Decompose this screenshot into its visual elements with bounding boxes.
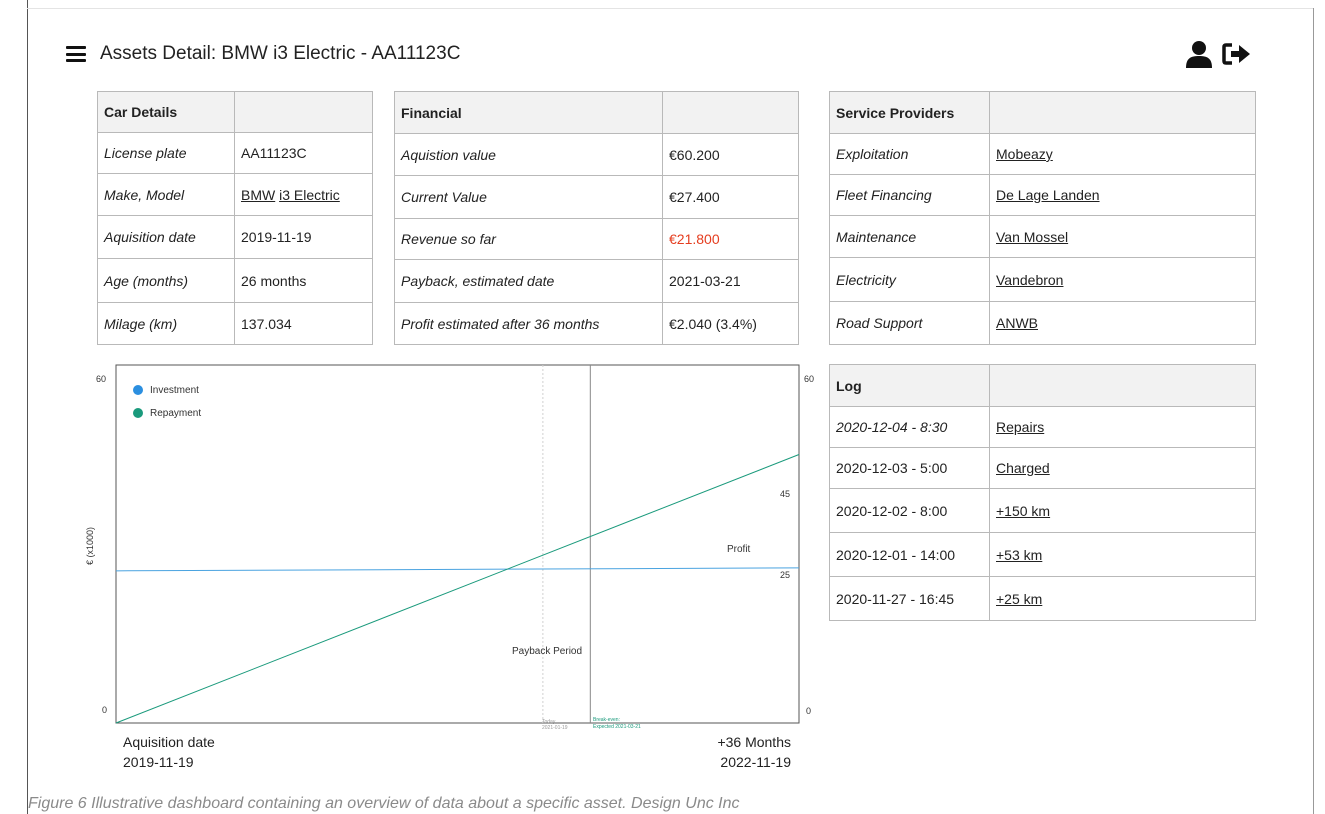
revenue-label: Revenue so far (394, 218, 663, 260)
financial-heading-blank (662, 91, 799, 134)
x-end-date: 2022-11-19 (720, 754, 791, 770)
mileage-label: Milage (km) (97, 302, 235, 345)
fleet-financing-label: Fleet Financing (829, 174, 990, 216)
frame-right-border (1313, 8, 1314, 814)
log-time: 2020-11-27 - 16:45 (829, 576, 990, 621)
page-title: Assets Detail: BMW i3 Electric - AA11123… (100, 43, 461, 64)
user-icon[interactable] (1186, 40, 1212, 68)
today-date: 2021-01-19 (542, 725, 568, 731)
log-table: Log 2020-12-04 - 8:30 Repairs 2020-12-03… (829, 364, 1256, 621)
payback-chart: 60 0 60 45 25 0 € (x1000) Investment Rep… (80, 360, 830, 780)
plot-area (115, 364, 800, 724)
legend-repayment-label: Repayment (150, 408, 201, 419)
y-tick-left-bottom: 0 (102, 705, 107, 715)
investment-series-line (115, 567, 800, 572)
make-link[interactable]: BMW (241, 186, 276, 203)
profit-estimate-label: Profit estimated after 36 months (394, 302, 663, 345)
payback-period-annotation: Payback Period (512, 646, 582, 657)
legend-repayment-dot (133, 408, 143, 418)
service-providers-table: Service Providers Exploitation Mobeazy F… (829, 91, 1256, 345)
car-details-table: Car Details License plate AA11123C Make,… (97, 91, 373, 345)
log-event-link[interactable]: Charged (996, 460, 1050, 476)
make-model-label: Make, Model (97, 173, 235, 216)
make-model-value: BMW i3 Electric (234, 173, 373, 216)
x-start-label: Aquisition date (123, 734, 215, 750)
financial-heading: Financial (394, 91, 663, 134)
log-time: 2020-12-03 - 5:00 (829, 447, 990, 489)
hamburger-menu-icon[interactable] (66, 46, 86, 62)
current-value: €27.400 (662, 175, 799, 219)
service-providers-heading-blank (989, 91, 1256, 134)
log-heading: Log (829, 364, 990, 407)
fleet-financing-link[interactable]: De Lage Landen (996, 187, 1100, 203)
financial-table: Financial Aquistion value €60.200 Curren… (394, 91, 799, 345)
license-plate-value: AA11123C (234, 132, 373, 174)
breakeven-date: Expected 2021-03-21 (593, 724, 641, 730)
road-support-link[interactable]: ANWB (996, 315, 1038, 331)
legend-investment-label: Investment (150, 385, 199, 396)
log-event-link[interactable]: +25 km (996, 590, 1043, 607)
sign-out-icon[interactable] (1222, 42, 1252, 66)
road-support-label: Road Support (829, 301, 990, 345)
age-label: Age (months) (97, 258, 235, 303)
y-tick-right-top: 60 (804, 374, 814, 384)
log-event-link[interactable]: Repairs (996, 419, 1045, 435)
exploitation-link[interactable]: Mobeazy (996, 146, 1053, 162)
profit-estimate-value: €2.040 (3.4%) (662, 302, 799, 345)
mileage-value: 137.034 (234, 302, 373, 345)
age-value: 26 months (234, 258, 373, 303)
model-link[interactable]: i3 Electric (279, 186, 340, 203)
y-tick-left-top: 60 (96, 374, 106, 384)
current-value-label: Current Value (394, 175, 663, 219)
service-providers-heading: Service Providers (829, 91, 990, 134)
y-tick-right-bottom: 0 (806, 706, 811, 716)
license-plate-label: License plate (97, 132, 235, 174)
revenue-value: €21.800 (662, 218, 799, 260)
payback-date-label: Payback, estimated date (394, 259, 663, 303)
maintenance-label: Maintenance (829, 215, 990, 258)
header-actions (1186, 40, 1252, 68)
frame-top-border (27, 8, 1314, 9)
acquisition-value: €60.200 (662, 133, 799, 176)
repayment-series-line (115, 454, 800, 724)
car-details-heading: Car Details (97, 91, 235, 133)
y-tick-right-25: 25 (780, 570, 790, 580)
payback-date-value: 2021-03-21 (662, 259, 799, 303)
car-details-heading-blank (234, 91, 373, 133)
page-header: Assets Detail: BMW i3 Electric - AA11123… (66, 40, 460, 68)
legend-investment-dot (133, 385, 143, 395)
maintenance-link[interactable]: Van Mossel (996, 228, 1069, 245)
payback-chart-svg: 60 0 60 45 25 0 € (x1000) Investment Rep… (85, 364, 814, 770)
acquisition-value-label: Aquistion value (394, 133, 663, 176)
acquisition-date-value: 2019-11-19 (234, 215, 373, 259)
log-time: 2020-12-04 - 8:30 (829, 406, 990, 448)
exploitation-label: Exploitation (829, 133, 990, 175)
breakeven-label: Break-even: (593, 717, 620, 723)
profit-annotation: Profit (727, 544, 751, 555)
frame-left-border (27, 0, 28, 814)
y-tick-right-45: 45 (780, 489, 790, 499)
y-axis-label: € (x1000) (85, 527, 95, 565)
x-end-label: +36 Months (717, 734, 791, 750)
electricity-label: Electricity (829, 257, 990, 302)
log-time: 2020-12-01 - 14:00 (829, 532, 990, 577)
x-start-date: 2019-11-19 (123, 754, 194, 770)
log-heading-blank (989, 364, 1256, 407)
today-label: Today (542, 719, 556, 725)
figure-caption: Figure 6 Illustrative dashboard containi… (28, 795, 740, 812)
log-time: 2020-12-02 - 8:00 (829, 488, 990, 533)
log-event-link[interactable]: +150 km (996, 502, 1051, 519)
acquisition-date-label: Aquisition date (97, 215, 235, 259)
electricity-link[interactable]: Vandebron (996, 271, 1064, 288)
log-event-link[interactable]: +53 km (996, 546, 1043, 563)
